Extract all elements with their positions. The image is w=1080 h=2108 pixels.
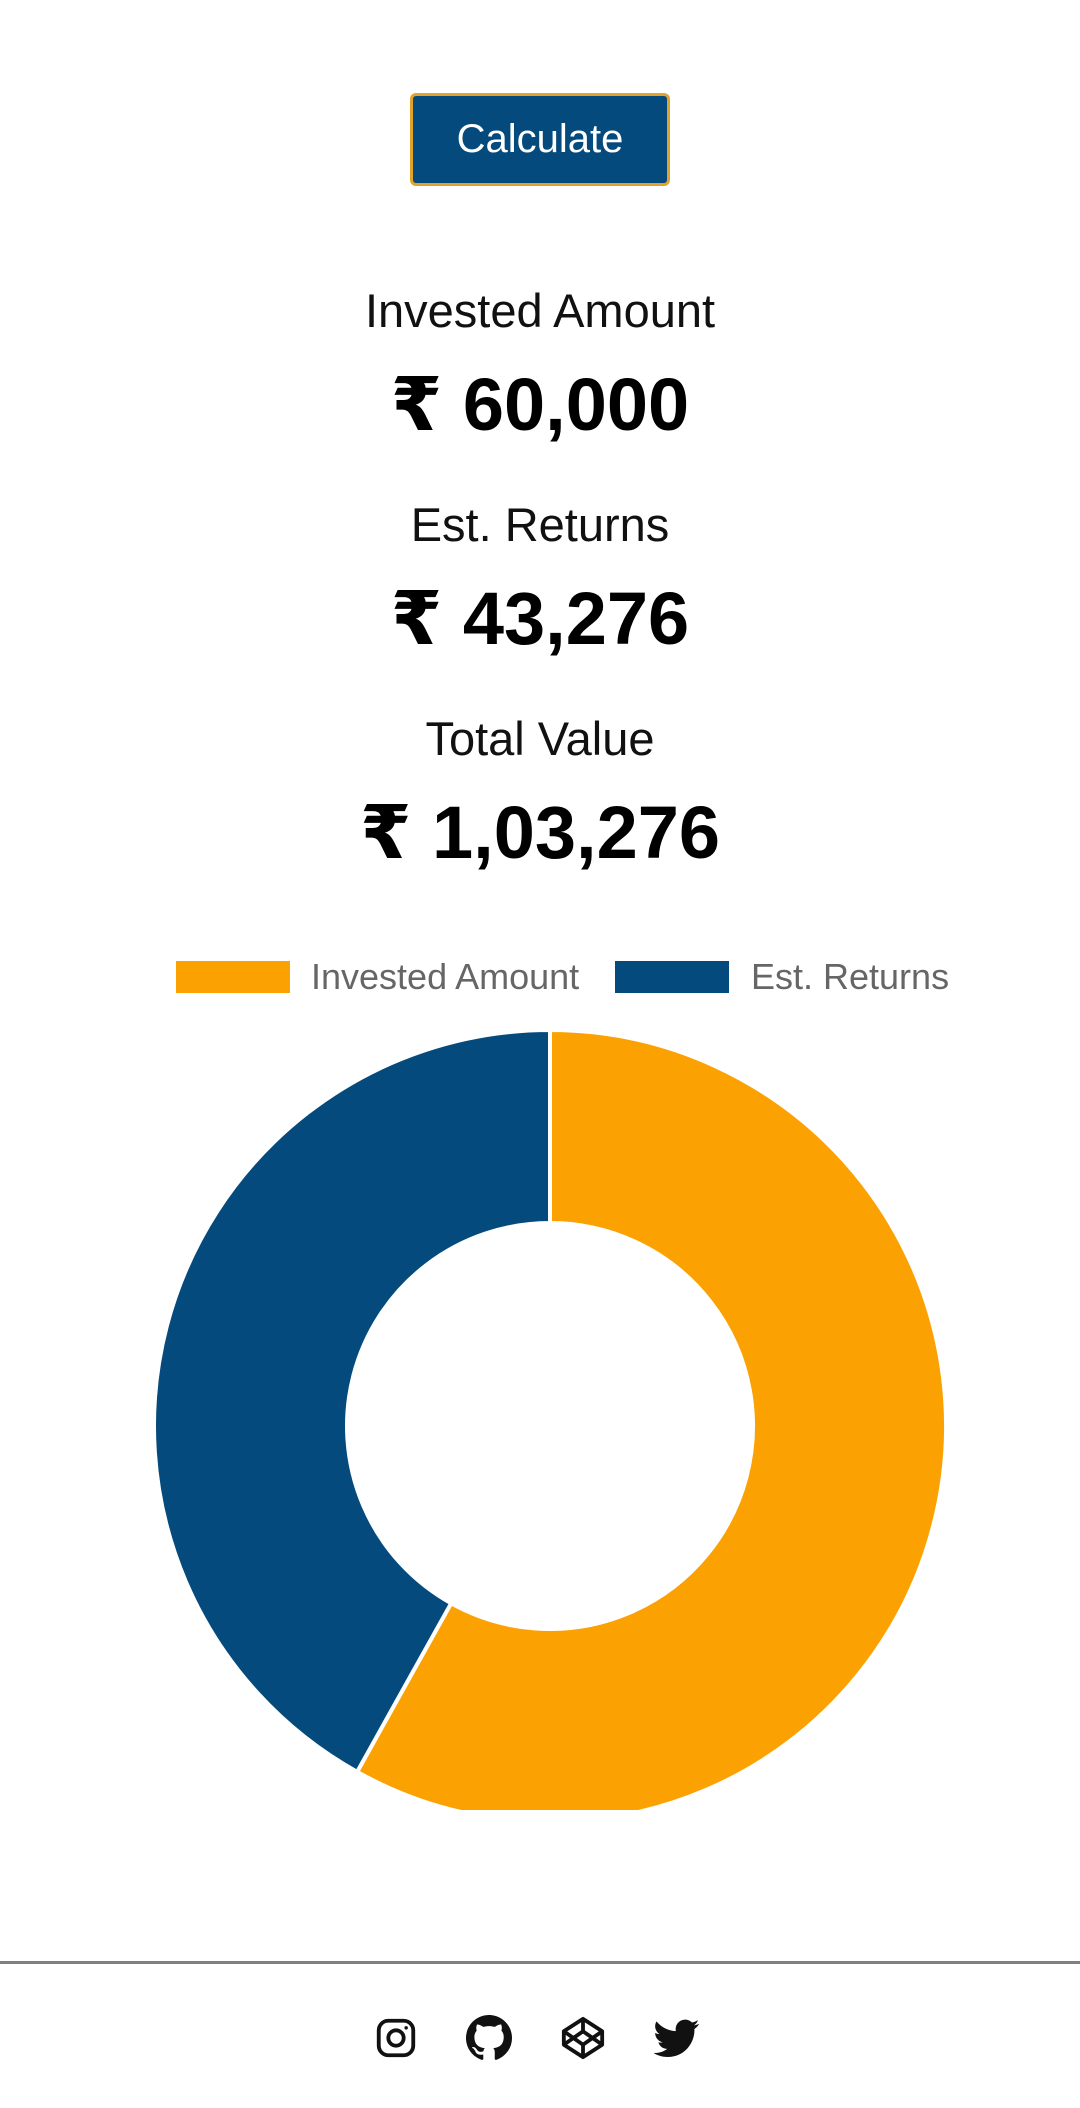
invested-amount-value-text: ₹ 60,000 — [390, 363, 690, 446]
donut-slice-invested-amount[interactable] — [354, 1027, 948, 1810]
github-icon[interactable] — [466, 2015, 512, 2061]
instagram-icon[interactable] — [373, 2015, 419, 2061]
footer-divider — [0, 1961, 1080, 1964]
invested-amount-label-text: Invested Amount — [364, 284, 716, 337]
total-value-value: ₹ 1,03,276 — [0, 790, 1080, 876]
total-value-label-text: Total Value — [425, 712, 655, 765]
donut-slice-est-returns[interactable] — [152, 1027, 552, 1775]
est-returns-value-text: ₹ 43,276 — [390, 577, 690, 660]
donut-chart — [152, 1027, 948, 1810]
chart-legend: Invested Amount Est. Returns — [0, 955, 1080, 999]
legend-label-invested[interactable]: Invested Amount — [311, 956, 580, 997]
est-returns-value: ₹ 43,276 — [0, 576, 1080, 662]
total-value-value-text: ₹ 1,03,276 — [359, 791, 721, 874]
invested-amount-label: Invested Amount — [0, 283, 1080, 338]
est-returns-label-text: Est. Returns — [410, 498, 670, 551]
legend-swatch-invested[interactable] — [176, 961, 290, 993]
twitter-icon[interactable] — [654, 2015, 700, 2061]
legend-swatch-returns[interactable] — [615, 961, 729, 993]
codepen-icon[interactable] — [560, 2015, 606, 2061]
calculate-section: Calculate — [0, 93, 1080, 186]
est-returns-label: Est. Returns — [0, 497, 1080, 552]
invested-amount-value: ₹ 60,000 — [0, 362, 1080, 448]
calculate-button[interactable]: Calculate — [410, 93, 670, 186]
total-value-label: Total Value — [0, 711, 1080, 766]
legend-label-returns[interactable]: Est. Returns — [751, 956, 950, 997]
